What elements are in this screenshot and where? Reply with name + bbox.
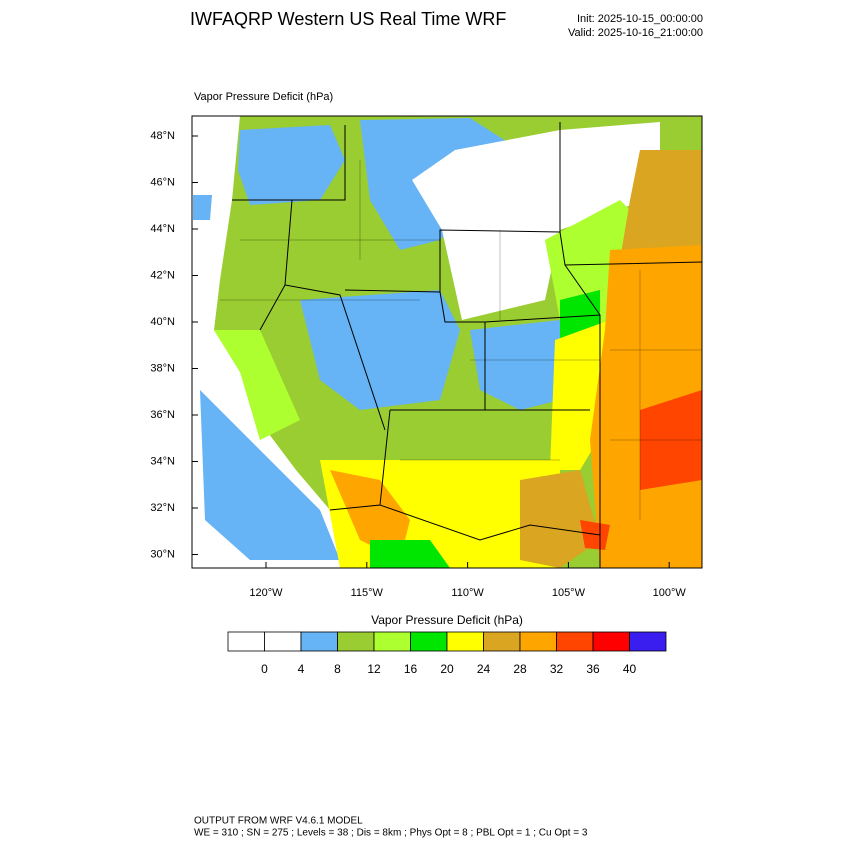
lat-label: 46°N [150,176,175,188]
lat-label: 38°N [150,362,175,374]
map-frame [191,115,703,569]
lat-label: 32°N [150,502,175,514]
valid-time: Valid: 2025-10-16_21:00:00 [568,27,703,39]
map-title: Vapor Pressure Deficit (hPa) [194,91,333,103]
colorbar-label: 32 [550,662,564,676]
lat-label: 48°N [150,130,175,142]
colorbar-label: 16 [404,662,418,676]
colorbar-box [410,631,448,652]
colorbar-box [483,631,521,652]
colorbar-label: 40 [623,662,637,676]
colorbar-label: 20 [440,662,454,676]
colorbar-box [629,631,667,652]
footer-line: OUTPUT FROM WRF V4.6.1 MODEL [194,816,363,827]
lat-label: 40°N [150,316,175,328]
colorbar-label: 8 [334,662,341,676]
colorbar-box [519,631,557,652]
lon-label: 110°W [451,587,484,599]
lat-label: 30°N [150,548,175,560]
colorbar-label: 12 [367,662,381,676]
map-field [192,116,702,568]
lat-label: 34°N [150,455,175,467]
colorbar-box [446,631,484,652]
footer-line: WE = 310 ; SN = 275 ; Levels = 38 ; Dis … [194,828,588,839]
colorbar-box [592,631,630,652]
lat-label: 36°N [150,409,175,421]
colorbar-box [264,631,302,652]
colorbar-box [556,631,594,652]
lat-label: 44°N [150,223,175,235]
colorbar-box [300,631,338,652]
colorbar-title: Vapor Pressure Deficit (hPa) [371,613,523,627]
colorbar-label: 36 [586,662,600,676]
init-time: Init: 2025-10-15_00:00:00 [577,13,703,25]
title: IWFAQRP Western US Real Time WRF [190,9,506,29]
lon-label: 115°W [351,587,384,599]
lon-label: 105°W [552,587,586,599]
colorbar-label: 24 [477,662,491,676]
lon-label: 120°W [249,587,283,599]
colorbar-box [373,631,411,652]
colorbar-label: 28 [513,662,527,676]
colorbar-label: 0 [261,662,268,676]
lon-label: 100°W [653,587,687,599]
colorbar-box [337,631,375,652]
lat-label: 42°N [150,269,175,281]
colorbar-label: 4 [298,662,305,676]
colorbar-box [227,631,265,652]
